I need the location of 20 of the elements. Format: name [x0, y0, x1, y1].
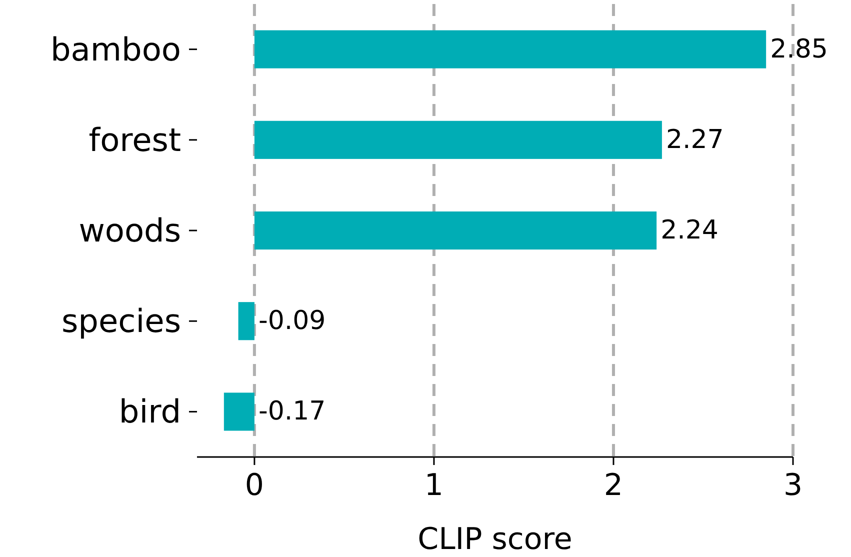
- x-tick-label: 3: [783, 468, 803, 503]
- y-tick-label: bird: [118, 392, 181, 431]
- x-tick-label: 0: [244, 468, 264, 503]
- bar: [254, 120, 662, 159]
- y-tick-label: woods: [78, 212, 181, 250]
- data-label: 2.27: [666, 124, 724, 155]
- x-axis-title: CLIP score: [418, 522, 572, 557]
- data-label: -0.17: [258, 396, 326, 427]
- x-tick-label: 2: [604, 468, 624, 503]
- y-tick-label: species: [61, 302, 181, 340]
- bar: [224, 392, 254, 431]
- bar: [238, 302, 254, 340]
- y-tick-label: forest: [88, 120, 181, 159]
- bar: [254, 30, 766, 68]
- bar: [254, 211, 657, 250]
- data-label: -0.09: [258, 306, 326, 336]
- data-label: 2.24: [660, 216, 718, 246]
- y-tick-label: bamboo: [50, 30, 181, 68]
- x-tick-label: 1: [424, 468, 444, 503]
- data-label: 2.85: [770, 34, 828, 64]
